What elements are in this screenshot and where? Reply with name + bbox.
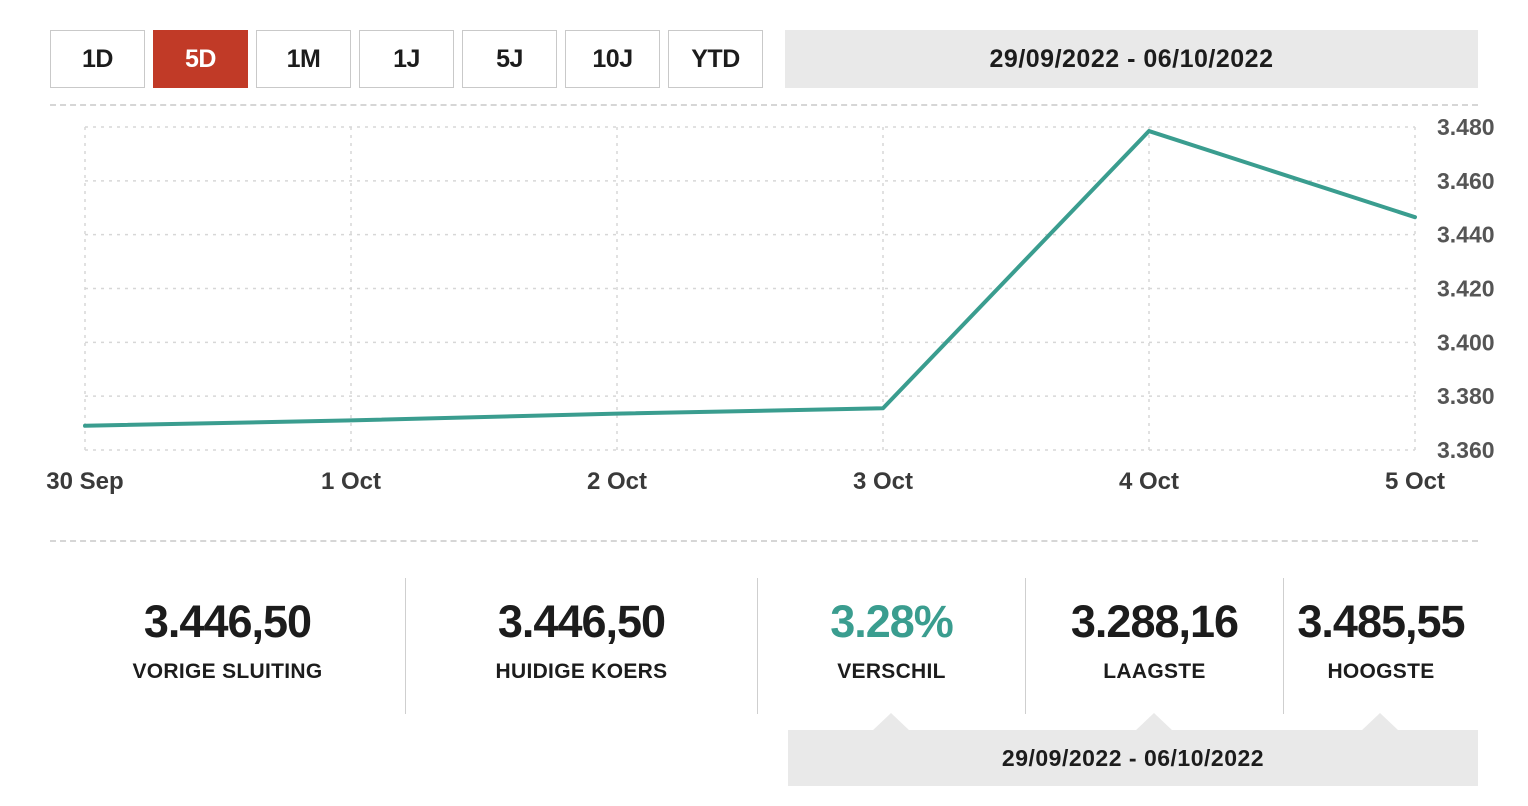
x-axis-tick: 5 Oct: [1385, 468, 1445, 495]
x-axis-tick: 4 Oct: [1119, 468, 1179, 495]
stat-lowest-label: LAAGSTE: [1103, 660, 1206, 683]
range-button-5d[interactable]: 5D: [153, 30, 248, 88]
x-axis-tick: 30 Sep: [46, 468, 123, 495]
range-button-1j[interactable]: 1J: [359, 30, 454, 88]
y-axis-tick: 3.360: [1437, 437, 1495, 463]
footer-date-range: 29/09/2022 - 06/10/2022: [788, 730, 1478, 786]
range-button-10j[interactable]: 10J: [565, 30, 660, 88]
chart-bottom-divider: [50, 540, 1478, 542]
y-axis-tick: 3.480: [1437, 114, 1495, 140]
stat-lowest-value: 3.288,16: [1070, 596, 1239, 647]
stat-highest-label: HOOGSTE: [1327, 660, 1435, 683]
y-axis-tick: 3.460: [1437, 168, 1495, 194]
stat-highest-value: 3.485,55: [1297, 596, 1465, 647]
y-axis-tick: 3.380: [1437, 383, 1495, 409]
footer-pointer-hoogste: [1361, 713, 1399, 731]
range-button-1d[interactable]: 1D: [50, 30, 145, 88]
stat-current-price: 3.446,50 HUIDIGE KOERS: [405, 578, 757, 714]
stat-highest: 3.485,55 HOOGSTE: [1283, 578, 1478, 714]
date-range-display: 29/09/2022 - 06/10/2022: [785, 30, 1478, 88]
chart-top-divider: [50, 104, 1478, 106]
range-button-5j[interactable]: 5J: [462, 30, 557, 88]
stats-row: 3.446,50 VORIGE SLUITING 3.446,50 HUIDIG…: [50, 578, 1478, 714]
x-axis-tick: 2 Oct: [587, 468, 647, 495]
range-toolbar: 1D 5D 1M 1J 5J 10J YTD: [50, 30, 763, 88]
stat-previous-close-label: VORIGE SLUITING: [132, 660, 323, 683]
range-button-1m[interactable]: 1M: [256, 30, 351, 88]
y-axis-tick: 3.400: [1437, 329, 1495, 355]
y-axis-tick: 3.440: [1437, 222, 1495, 248]
x-axis-tick: 3 Oct: [853, 468, 913, 495]
y-axis-tick: 3.420: [1437, 276, 1495, 302]
footer-pointer-laagste: [1135, 713, 1173, 731]
stat-previous-close: 3.446,50 VORIGE SLUITING: [50, 578, 405, 714]
stat-change: 3.28% VERSCHIL: [757, 578, 1025, 714]
x-axis-tick: 1 Oct: [321, 468, 381, 495]
range-button-ytd[interactable]: YTD: [668, 30, 763, 88]
stat-lowest: 3.288,16 LAAGSTE: [1025, 578, 1283, 714]
price-line: [83, 129, 1417, 428]
chart-area[interactable]: 3.480 3.460 3.440 3.420 3.400 3.380 3.360 30 Se…: [0, 106, 1528, 546]
price-chart: 3.480 3.460 3.440 3.420 3.400 3.380 3.360 30 Se…: [46, 114, 1495, 495]
stat-previous-close-value: 3.446,50: [143, 596, 312, 647]
stat-change-label: VERSCHIL: [837, 660, 946, 683]
stat-current-price-value: 3.446,50: [497, 596, 666, 647]
stat-change-value: 3.28%: [830, 596, 954, 647]
footer-pointer-verschil: [872, 713, 910, 731]
stat-current-price-label: HUIDIGE KOERS: [495, 660, 668, 683]
